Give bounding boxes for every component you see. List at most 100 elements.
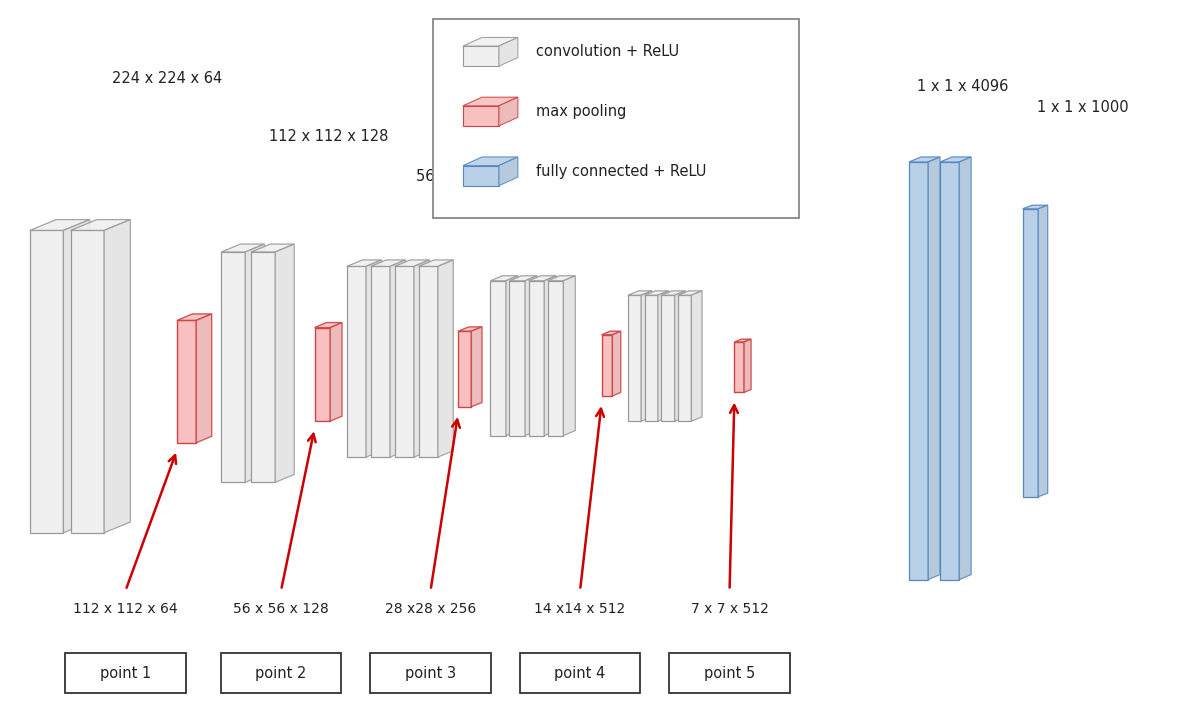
Polygon shape (641, 291, 652, 421)
Polygon shape (63, 220, 90, 533)
Polygon shape (940, 157, 971, 162)
Polygon shape (675, 291, 685, 421)
Polygon shape (563, 276, 575, 436)
Polygon shape (395, 260, 429, 266)
FancyBboxPatch shape (371, 653, 490, 693)
Polygon shape (645, 295, 658, 421)
Polygon shape (315, 328, 330, 421)
Polygon shape (347, 260, 382, 266)
Polygon shape (463, 106, 499, 126)
Polygon shape (529, 281, 544, 436)
Polygon shape (529, 276, 556, 281)
Text: point 1: point 1 (100, 666, 151, 680)
FancyBboxPatch shape (519, 653, 641, 693)
Polygon shape (909, 162, 928, 580)
Polygon shape (71, 230, 104, 533)
Polygon shape (371, 266, 390, 457)
Polygon shape (658, 291, 669, 421)
Polygon shape (499, 37, 518, 66)
Polygon shape (661, 291, 685, 295)
Polygon shape (463, 166, 499, 186)
Polygon shape (734, 339, 751, 342)
Polygon shape (602, 331, 621, 335)
Polygon shape (371, 260, 405, 266)
Polygon shape (221, 252, 245, 482)
Text: point 5: point 5 (704, 666, 755, 680)
Polygon shape (71, 220, 130, 230)
Polygon shape (366, 260, 382, 457)
Text: 112 x 112 x 128: 112 x 112 x 128 (269, 129, 389, 144)
Polygon shape (463, 46, 499, 66)
Text: 112 x 112 x 64: 112 x 112 x 64 (73, 602, 178, 616)
Polygon shape (1023, 209, 1038, 497)
Polygon shape (525, 276, 537, 436)
Text: convolution + ReLU: convolution + ReLU (536, 45, 679, 59)
Text: 56 x 56 x 256: 56 x 56 x 256 (416, 168, 517, 184)
Polygon shape (251, 252, 275, 482)
Polygon shape (463, 157, 518, 166)
Polygon shape (645, 291, 669, 295)
Polygon shape (678, 295, 691, 421)
Polygon shape (509, 276, 537, 281)
Polygon shape (245, 244, 264, 482)
Text: 28 x28 x 256: 28 x28 x 256 (385, 602, 476, 616)
Polygon shape (691, 291, 702, 421)
Text: point 3: point 3 (405, 666, 456, 680)
Polygon shape (315, 323, 342, 328)
Polygon shape (458, 331, 471, 407)
Polygon shape (104, 220, 130, 533)
Polygon shape (177, 320, 196, 443)
Polygon shape (499, 157, 518, 186)
Text: 14 x14 x 512: 14 x14 x 512 (535, 602, 626, 616)
Polygon shape (490, 276, 518, 281)
Text: max pooling: max pooling (536, 104, 627, 119)
Polygon shape (438, 260, 453, 457)
Text: fully connected + ReLU: fully connected + ReLU (536, 164, 706, 179)
Text: 7 x 7 x 512: 7 x 7 x 512 (690, 602, 769, 616)
Polygon shape (678, 291, 702, 295)
Polygon shape (548, 276, 575, 281)
Polygon shape (395, 266, 414, 457)
Polygon shape (499, 97, 518, 126)
Polygon shape (177, 314, 212, 320)
Polygon shape (506, 276, 518, 436)
Polygon shape (959, 157, 971, 580)
Polygon shape (661, 295, 675, 421)
Polygon shape (419, 266, 438, 457)
Polygon shape (251, 244, 294, 252)
Polygon shape (734, 342, 744, 392)
Text: 28 x 28 x 512: 28 x 28 x 512 (554, 186, 654, 202)
Polygon shape (390, 260, 405, 457)
Polygon shape (419, 260, 453, 266)
Text: 1 x 1 x 4096: 1 x 1 x 4096 (917, 78, 1008, 94)
Polygon shape (928, 157, 940, 580)
Text: 14 x 14 x 512: 14 x 14 x 512 (697, 201, 798, 216)
Polygon shape (612, 331, 621, 396)
FancyBboxPatch shape (670, 653, 789, 693)
Polygon shape (196, 314, 212, 443)
Text: 224 x 224 x 64: 224 x 224 x 64 (112, 71, 222, 86)
Text: point 4: point 4 (555, 666, 605, 680)
Polygon shape (414, 260, 429, 457)
FancyBboxPatch shape (220, 653, 342, 693)
Polygon shape (490, 281, 506, 436)
Text: 1 x 1 x 1000: 1 x 1 x 1000 (1037, 100, 1128, 115)
FancyBboxPatch shape (433, 19, 799, 218)
Polygon shape (471, 327, 482, 407)
Polygon shape (628, 295, 641, 421)
Polygon shape (30, 230, 63, 533)
Polygon shape (221, 244, 264, 252)
Polygon shape (1023, 205, 1048, 209)
Polygon shape (744, 339, 751, 392)
Polygon shape (1038, 205, 1048, 497)
Polygon shape (548, 281, 563, 436)
Polygon shape (509, 281, 525, 436)
Polygon shape (909, 157, 940, 162)
Polygon shape (602, 335, 612, 396)
Polygon shape (347, 266, 366, 457)
Polygon shape (463, 97, 518, 106)
Polygon shape (628, 291, 652, 295)
Text: point 2: point 2 (256, 666, 306, 680)
Text: 56 x 56 x 128: 56 x 56 x 128 (233, 602, 329, 616)
Polygon shape (544, 276, 556, 436)
